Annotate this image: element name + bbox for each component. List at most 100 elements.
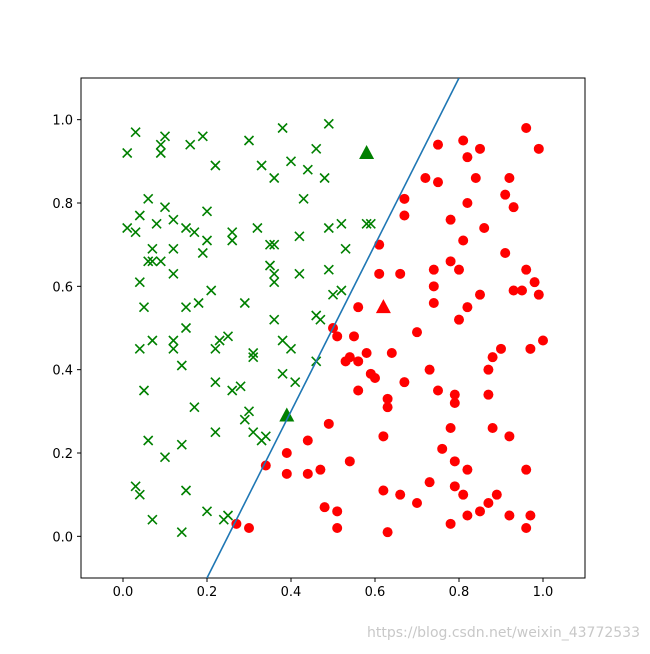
circle-marker — [500, 248, 511, 258]
circle-marker — [399, 210, 410, 221]
x-marker — [365, 218, 376, 229]
circle-marker — [533, 143, 544, 154]
circle-marker — [449, 398, 460, 408]
circle-marker — [281, 448, 292, 458]
circle-marker — [521, 464, 532, 475]
y-tick-label: 0.8 — [52, 197, 73, 212]
x-marker — [361, 218, 372, 229]
circle-marker — [458, 135, 469, 146]
x-marker — [252, 222, 263, 234]
circle-marker — [458, 235, 469, 246]
x-marker — [138, 302, 150, 313]
x-marker — [201, 206, 213, 217]
x-marker — [227, 385, 238, 396]
circle-marker — [475, 506, 485, 517]
circle-marker — [445, 423, 456, 433]
x-tick-label: 0.4 — [281, 585, 302, 600]
circle-marker — [487, 352, 498, 363]
circle-marker — [533, 289, 544, 300]
y-tick-label: 0.2 — [52, 447, 73, 462]
circle-marker — [525, 510, 536, 521]
x-tick-label: 0.6 — [365, 585, 386, 600]
circle-marker — [500, 189, 511, 200]
x-marker — [269, 239, 280, 250]
circle-marker — [521, 123, 532, 133]
circle-marker — [395, 489, 406, 500]
circle-marker — [491, 489, 502, 500]
x-marker — [176, 360, 187, 371]
x-marker — [143, 435, 154, 446]
x-marker — [277, 368, 288, 379]
x-marker — [155, 256, 166, 267]
x-marker — [264, 260, 276, 271]
circle-marker — [529, 277, 540, 288]
x-marker — [269, 172, 280, 184]
triangle-marker — [279, 407, 295, 422]
x-tick-label: 0.8 — [449, 585, 470, 600]
x-tick-label: 0.2 — [197, 585, 218, 600]
x-marker — [210, 343, 221, 354]
watermark: https://blog.csdn.net/weixin_43772533 — [367, 625, 640, 641]
x-marker — [239, 297, 250, 309]
x-marker — [214, 335, 225, 346]
x-marker — [130, 127, 141, 138]
circle-marker — [433, 139, 443, 150]
circle-marker — [454, 264, 464, 275]
x-marker — [290, 377, 301, 388]
x-marker — [269, 314, 280, 325]
line — [206, 78, 460, 578]
circle-marker — [508, 285, 519, 296]
plot-area — [122, 78, 548, 578]
circle-marker — [462, 510, 473, 521]
x-marker — [336, 218, 347, 229]
circle-marker — [454, 314, 464, 325]
circle-marker — [462, 302, 473, 313]
circle-marker — [458, 489, 469, 500]
x-marker — [315, 314, 326, 325]
x-marker — [201, 506, 213, 517]
circle-marker — [332, 331, 343, 342]
circle-marker — [353, 356, 364, 367]
x-marker — [201, 235, 213, 246]
x-marker — [327, 289, 339, 300]
x-marker — [168, 214, 179, 225]
x-marker — [260, 431, 271, 442]
x-marker — [285, 343, 297, 354]
circle-marker — [483, 364, 494, 375]
x-marker — [168, 335, 179, 346]
x-marker — [298, 193, 309, 204]
circle-marker — [323, 418, 334, 429]
x-marker — [227, 235, 238, 246]
circle-marker — [475, 289, 485, 300]
x-marker — [311, 143, 322, 154]
circle-marker — [462, 198, 473, 208]
axes-frame — [80, 77, 586, 579]
circle-marker — [538, 335, 548, 346]
triangle-marker — [375, 299, 391, 314]
circle-marker — [378, 431, 389, 442]
x-marker — [189, 402, 200, 413]
circle-marker — [374, 268, 385, 279]
x-marker — [130, 227, 141, 238]
x-marker — [248, 347, 259, 359]
x-marker — [264, 239, 276, 250]
circle-marker — [496, 343, 506, 354]
circle-marker — [424, 364, 435, 375]
x-marker — [143, 193, 154, 204]
circle-marker — [504, 431, 515, 442]
circle-marker — [445, 256, 456, 267]
circle-marker — [244, 523, 254, 533]
circle-marker — [382, 527, 393, 538]
x-marker — [239, 414, 250, 425]
x-marker — [277, 122, 288, 134]
circle-marker — [349, 331, 359, 342]
triangle-marker — [359, 145, 375, 159]
x-marker — [159, 131, 171, 142]
circle-marker — [424, 477, 435, 488]
circle-marker — [344, 456, 355, 467]
circle-marker — [428, 281, 439, 292]
x-marker — [235, 381, 246, 392]
circle-marker — [382, 402, 393, 413]
circle-marker — [332, 506, 343, 517]
circle-marker — [361, 348, 372, 358]
